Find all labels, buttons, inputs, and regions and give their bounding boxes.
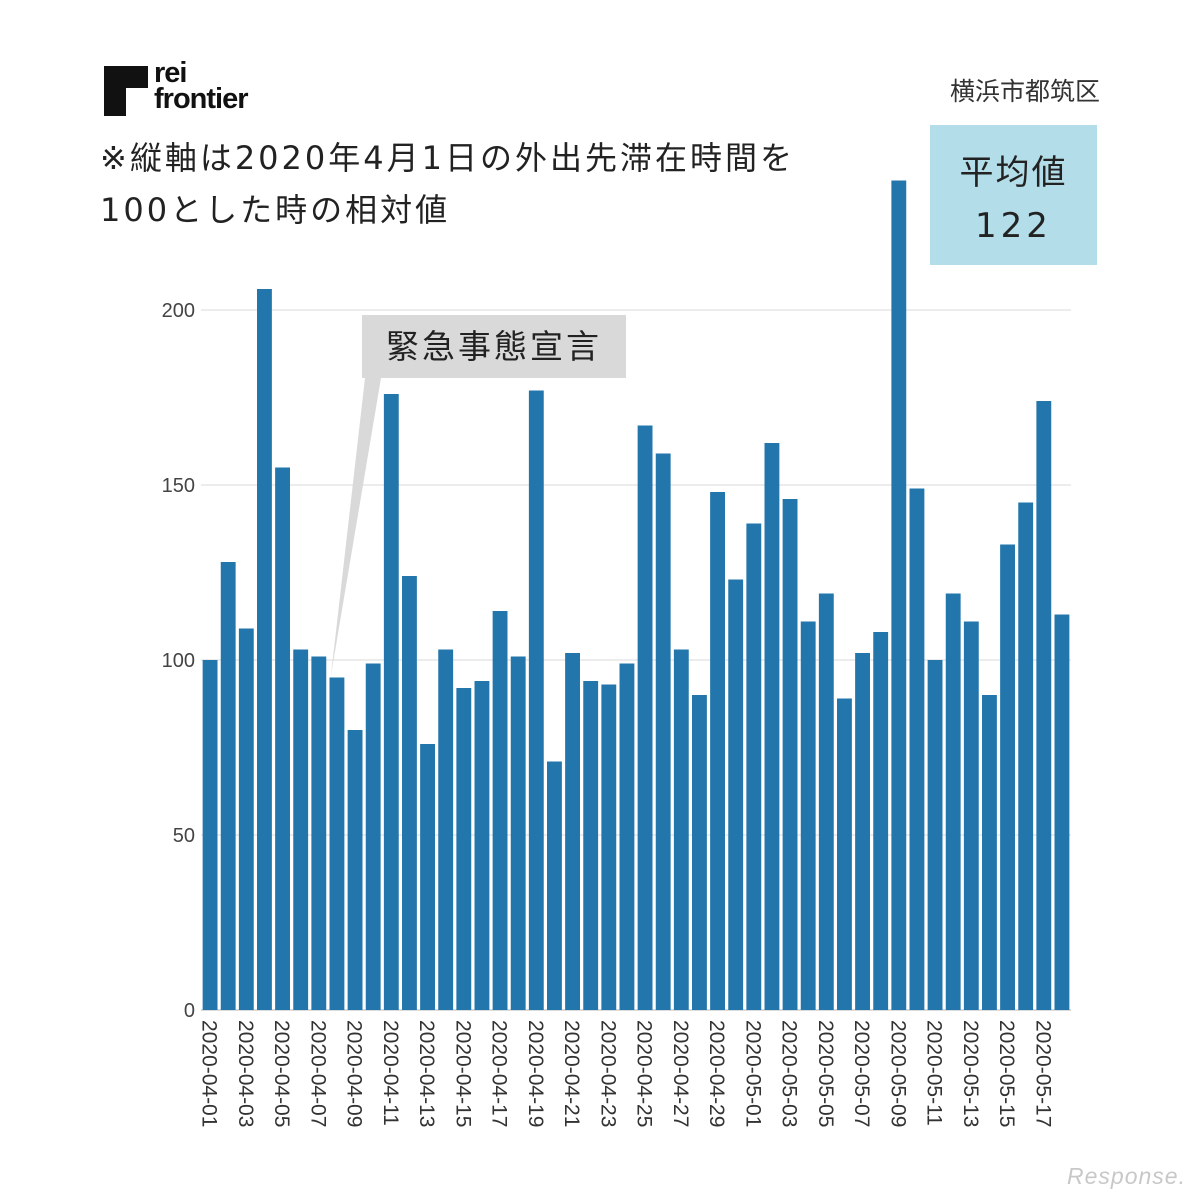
bar-2020-05-04	[800, 621, 816, 1010]
bar-2020-05-05	[818, 593, 834, 1010]
emergency-declaration-callout: 緊急事態宣言	[362, 315, 626, 378]
bar-2020-04-17	[492, 611, 508, 1010]
x-tick-label: 2020-04-11	[379, 1020, 402, 1126]
bar-2020-04-03	[238, 628, 254, 1010]
x-tick-label: 2020-04-01	[198, 1020, 221, 1127]
y-tick-label: 150	[162, 475, 195, 497]
bar-2020-04-20	[547, 761, 562, 1010]
bar-2020-04-01	[202, 660, 218, 1010]
rei-frontier-logo: rei frontier	[104, 59, 274, 122]
bar-2020-04-15	[456, 688, 472, 1010]
bar-2020-05-09	[891, 180, 907, 1010]
bar-2020-04-06	[293, 649, 309, 1010]
average-label: 平均値	[959, 153, 1068, 193]
x-tick-label: 2020-04-03	[234, 1020, 257, 1127]
x-tick-label: 2020-05-13	[959, 1020, 982, 1127]
y-tick-label: 50	[173, 825, 195, 847]
x-tick-label: 2020-05-09	[886, 1020, 909, 1127]
x-tick-label: 2020-05-11	[923, 1020, 946, 1126]
response-watermark: Response.	[1067, 1163, 1186, 1189]
bar-2020-05-11	[927, 660, 943, 1010]
bar-2020-05-14	[982, 695, 997, 1010]
y-tick-label: 0	[184, 1000, 195, 1022]
bar-2020-04-30	[728, 579, 744, 1010]
bar-2020-04-13	[420, 744, 435, 1010]
x-tick-label: 2020-04-15	[451, 1020, 474, 1127]
x-tick-label: 2020-04-17	[488, 1020, 511, 1127]
logo-mark-icon	[104, 66, 148, 116]
average-box: 平均値 122	[930, 125, 1097, 265]
bar-2020-05-10	[909, 488, 925, 1010]
x-tick-label: 2020-04-23	[596, 1020, 619, 1127]
x-tick-label: 2020-05-17	[1031, 1020, 1054, 1127]
bar-2020-05-03	[782, 499, 798, 1010]
bars	[202, 180, 1070, 1010]
y-tick-label: 200	[162, 300, 195, 322]
x-tick-labels: 2020-04-01 2020-04-03 2020-04-05 2020-04-07…	[198, 1020, 1055, 1127]
bar-2020-04-10	[365, 663, 381, 1010]
bar-2020-04-11	[383, 394, 399, 1010]
x-tick-label: 2020-04-05	[270, 1020, 293, 1127]
logo-text: rei frontier	[154, 57, 248, 115]
bar-2020-04-27	[673, 649, 689, 1010]
x-tick-label: 2020-05-15	[995, 1020, 1018, 1127]
x-tick-label: 2020-05-01	[741, 1020, 764, 1127]
bar-2020-04-02	[220, 562, 236, 1010]
x-tick-label: 2020-05-05	[814, 1020, 837, 1127]
average-value: 122	[975, 206, 1052, 246]
x-tick-label: 2020-04-09	[343, 1020, 366, 1127]
grid-lines	[201, 309, 1071, 1011]
bar-2020-04-05	[275, 467, 290, 1010]
bar-2020-04-21	[565, 653, 580, 1010]
bar-2020-05-08	[873, 632, 889, 1010]
bar-2020-04-28	[692, 695, 707, 1010]
region-label: 横浜市都筑区	[949, 77, 1100, 106]
bar-2020-05-15	[1000, 544, 1015, 1010]
x-tick-label: 2020-04-27	[669, 1020, 692, 1127]
bar-2020-04-23	[601, 684, 617, 1010]
bar-2020-04-07	[311, 656, 327, 1010]
bar-2020-04-16	[474, 681, 490, 1010]
bar-2020-05-02	[764, 443, 780, 1010]
bar-2020-04-14	[438, 649, 454, 1010]
bar-2020-04-24	[619, 663, 635, 1010]
bar-2020-04-25	[637, 425, 653, 1010]
x-tick-label: 2020-04-13	[415, 1020, 438, 1127]
bar-2020-04-08	[329, 677, 345, 1010]
y-tick-label: 100	[162, 650, 195, 672]
y-tick-labels: 0 50 100 150 200	[162, 300, 195, 1022]
callout-pointer	[330, 378, 381, 676]
bar-2020-04-18	[510, 656, 526, 1010]
x-tick-label: 2020-04-29	[705, 1020, 728, 1127]
bar-2020-05-06	[837, 698, 852, 1010]
bar-2020-04-29	[710, 492, 725, 1010]
bar-2020-05-17	[1036, 401, 1052, 1010]
bar-2020-05-07	[855, 653, 870, 1010]
x-tick-label: 2020-05-03	[778, 1020, 801, 1127]
bar-2020-05-12	[945, 593, 961, 1010]
bar-2020-04-26	[655, 453, 671, 1010]
x-tick-label: 2020-04-07	[306, 1020, 329, 1127]
bar-2020-04-19	[528, 390, 544, 1010]
x-tick-label: 2020-04-21	[560, 1020, 583, 1127]
axis-note: ※縦軸は2020年4月1日の外出先滞在時間を 100とした時の相対値	[100, 139, 795, 229]
bar-2020-04-04	[257, 289, 272, 1010]
bar-2020-05-01	[746, 523, 762, 1010]
bar-2020-04-22	[583, 681, 599, 1010]
bar-2020-04-09	[347, 730, 363, 1010]
bar-2020-05-13	[963, 621, 979, 1010]
bar-2020-05-18	[1054, 614, 1070, 1010]
x-tick-label: 2020-05-07	[850, 1020, 873, 1127]
x-tick-label: 2020-04-19	[524, 1020, 547, 1127]
bar-2020-05-16	[1018, 502, 1034, 1010]
x-tick-label: 2020-04-25	[633, 1020, 656, 1127]
bar-2020-04-12	[402, 576, 417, 1010]
